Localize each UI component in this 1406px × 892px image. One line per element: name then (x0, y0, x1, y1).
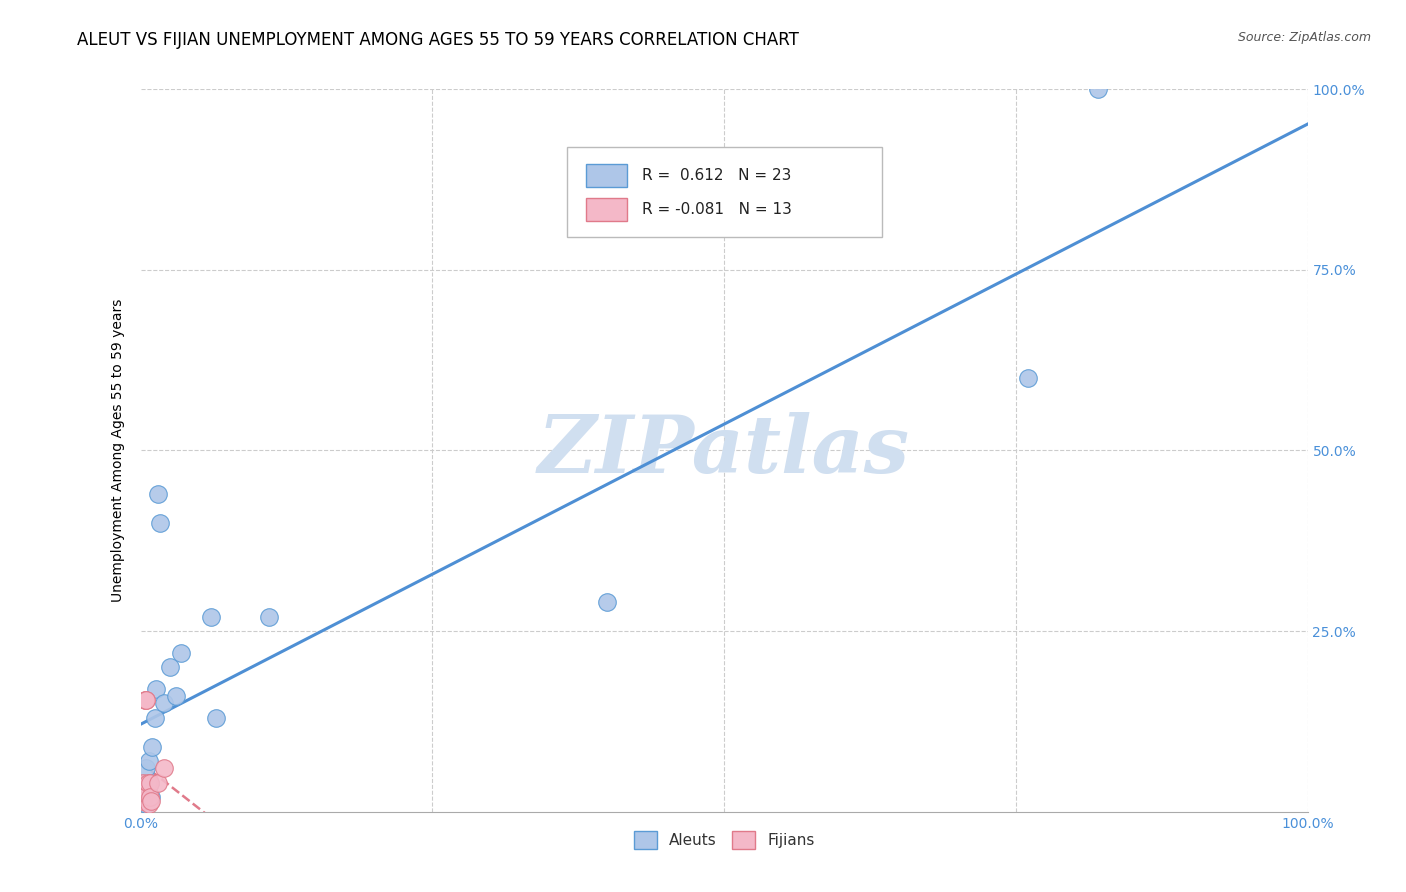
Point (1017, 371, 1039, 385)
Point (146, 776, 169, 790)
Text: ZIPatlas: ZIPatlas (538, 412, 910, 489)
Point (257, 609, 280, 624)
Point (131, 794, 153, 808)
Text: ALEUT VS FIJIAN UNEMPLOYMENT AMONG AGES 55 TO 59 YEARS CORRELATION CHART: ALEUT VS FIJIAN UNEMPLOYMENT AMONG AGES … (77, 31, 799, 49)
Point (139, 776, 162, 790)
Point (135, 692, 157, 706)
Point (134, 776, 156, 790)
Point (146, 487, 169, 501)
Point (139, 790, 162, 805)
Text: R =  0.612   N = 23: R = 0.612 N = 23 (643, 168, 792, 183)
Point (149, 516, 172, 530)
Y-axis label: Unemployment Among Ages 55 to 59 years: Unemployment Among Ages 55 to 59 years (111, 299, 125, 602)
Point (135, 797, 157, 812)
Point (139, 776, 162, 790)
Point (159, 660, 181, 674)
Point (136, 776, 159, 790)
Point (145, 681, 167, 696)
Point (141, 739, 163, 754)
Point (132, 790, 155, 805)
Point (205, 711, 228, 725)
Text: R = -0.081   N = 13: R = -0.081 N = 13 (643, 202, 792, 217)
Point (132, 776, 155, 790)
Point (596, 595, 619, 609)
Point (153, 761, 176, 775)
Point (135, 761, 157, 775)
Point (170, 646, 193, 660)
Point (153, 696, 176, 710)
Point (143, 711, 166, 725)
Point (200, 609, 222, 624)
Point (136, 783, 159, 797)
Point (1087, 82, 1109, 96)
Point (135, 692, 157, 706)
FancyBboxPatch shape (586, 163, 627, 186)
Point (132, 790, 155, 805)
Point (138, 754, 160, 768)
Point (138, 797, 160, 812)
Point (165, 689, 187, 703)
Text: Source: ZipAtlas.com: Source: ZipAtlas.com (1237, 31, 1371, 45)
Point (134, 692, 156, 706)
FancyBboxPatch shape (567, 147, 882, 237)
Point (139, 794, 162, 808)
Point (139, 790, 162, 805)
FancyBboxPatch shape (586, 197, 627, 220)
Legend: Aleuts, Fijians: Aleuts, Fijians (627, 825, 821, 855)
